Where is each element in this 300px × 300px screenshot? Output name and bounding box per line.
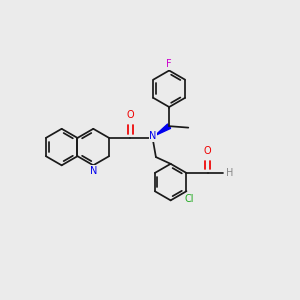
Polygon shape	[155, 124, 171, 136]
Text: O: O	[127, 110, 134, 120]
Text: N: N	[149, 131, 157, 142]
Text: Cl: Cl	[184, 194, 194, 204]
Text: N: N	[90, 166, 97, 176]
Text: H: H	[226, 168, 233, 178]
Text: F: F	[167, 59, 172, 69]
Text: O: O	[204, 146, 212, 156]
